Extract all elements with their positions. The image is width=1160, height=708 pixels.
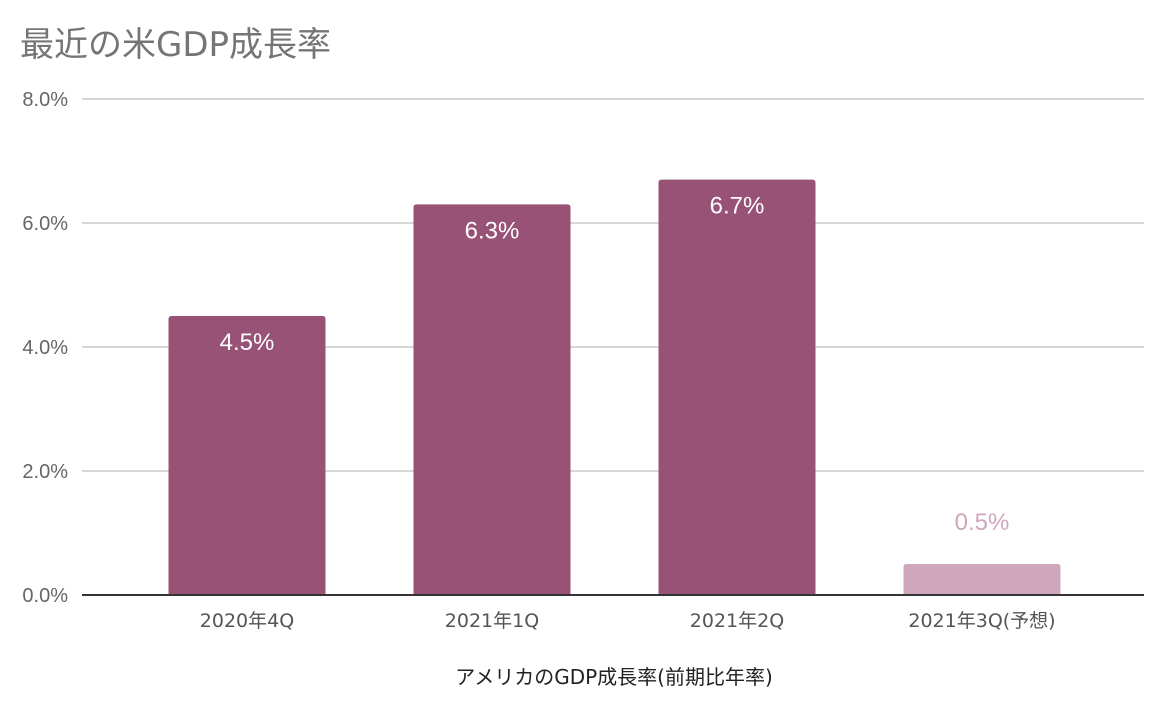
bar xyxy=(168,316,326,595)
x-axis-ticks: 2020年4Q 2021年1Q 2021年2Q 2021年3Q(予想) xyxy=(200,610,1056,632)
bar-data-label: 4.5% xyxy=(220,329,275,356)
y-tick-label: 0.0% xyxy=(22,585,68,607)
x-tick-label: 2020年4Q xyxy=(200,610,294,632)
y-tick-label: 2.0% xyxy=(22,461,68,483)
x-tick-label: 2021年1Q xyxy=(445,610,539,632)
bar-data-label: 0.5% xyxy=(955,509,1010,536)
y-tick-label: 4.0% xyxy=(22,337,68,359)
bars: 4.5% 6.3% 6.7% 0.5% xyxy=(168,179,1061,595)
x-tick-label: 2021年2Q xyxy=(690,610,784,632)
chart-title: 最近の米GDP成長率 xyxy=(20,25,331,65)
x-tick-label: 2021年3Q(予想) xyxy=(908,610,1055,632)
bar xyxy=(903,564,1061,595)
bar xyxy=(413,204,571,595)
x-axis-title: アメリカのGDP成長率(前期比年率) xyxy=(455,665,773,689)
bar xyxy=(658,179,816,595)
bar-data-label: 6.7% xyxy=(710,193,765,220)
bar-data-label: 6.3% xyxy=(465,217,520,244)
y-tick-label: 8.0% xyxy=(22,89,68,111)
y-tick-label: 6.0% xyxy=(22,213,68,235)
y-axis-ticks: 0.0% 2.0% 4.0% 6.0% 8.0% xyxy=(22,89,68,607)
